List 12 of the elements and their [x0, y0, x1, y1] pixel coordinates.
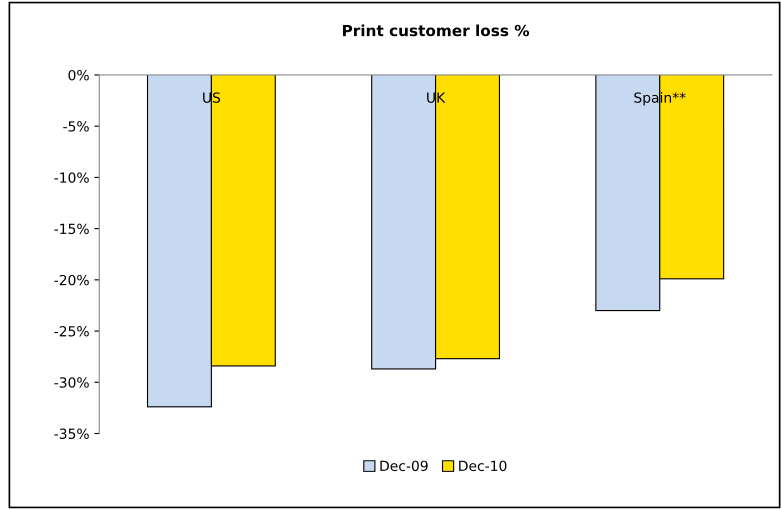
- y-tick-label: -30%: [54, 377, 89, 388]
- legend-label: Dec-09: [380, 460, 428, 472]
- y-tick-label: -20%: [54, 274, 89, 286]
- y-tick-label: 0%: [68, 70, 89, 80]
- x-tick-label: Spain**: [634, 92, 686, 106]
- y-tick-label: -35%: [54, 428, 89, 439]
- chart-title: Print customer loss %: [342, 24, 530, 36]
- y-tick-label: -5%: [63, 121, 89, 132]
- legend-label: Dec-10: [459, 460, 506, 472]
- y-tick-label: -15%: [54, 224, 89, 234]
- y-tick-label: -10%: [54, 172, 89, 183]
- y-tick-label: -25%: [54, 326, 89, 337]
